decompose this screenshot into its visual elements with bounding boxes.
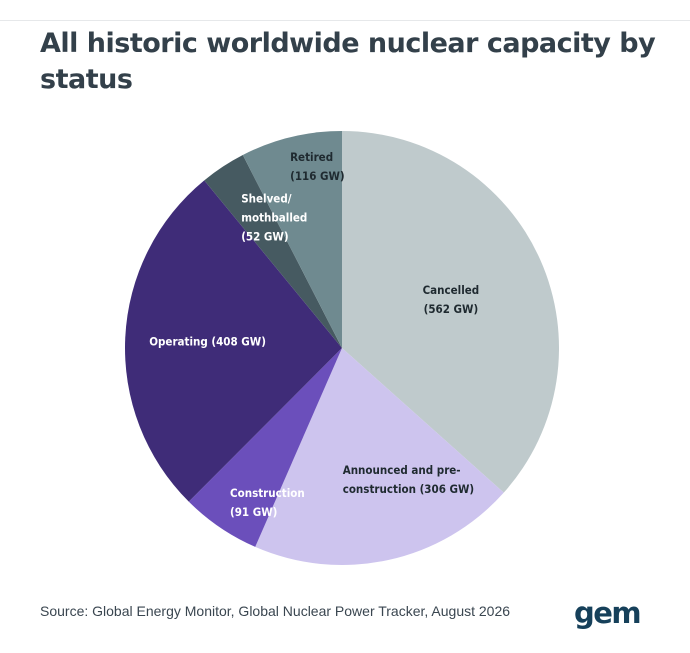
slice-label-announced-and-pre-construction: construction (306 GW)	[343, 482, 474, 496]
pie-slice-cancelled	[342, 131, 560, 493]
slice-label-construction: (91 GW)	[230, 505, 277, 519]
pie-slice-operating	[124, 180, 342, 502]
pie-slice-retired	[242, 131, 342, 348]
pie-slice-announced-and-pre-construction	[255, 348, 504, 566]
top-divider	[0, 0, 690, 21]
slice-label-announced-and-pre-construction: Announced and pre-	[343, 463, 461, 477]
slice-label-retired: Retired	[290, 150, 333, 164]
slice-label-retired: (116 GW)	[290, 169, 345, 183]
slice-label-operating: Operating (408 GW)	[149, 335, 266, 349]
slice-label-shelved-mothballed: (52 GW)	[241, 229, 288, 243]
slice-label-shelved-mothballed: mothballed	[241, 210, 307, 224]
slice-label-construction: Construction	[230, 486, 305, 500]
slice-label-cancelled: (562 GW)	[424, 302, 479, 316]
pie-slice-shelved-mothballed	[204, 155, 342, 348]
source-note: Source: Global Energy Monitor, Global Nu…	[40, 603, 511, 619]
pie-slice-construction	[188, 348, 342, 547]
slice-label-shelved-mothballed: Shelved/	[241, 191, 292, 205]
pie-labels: Cancelled (562 GW) Announced and pre-const…	[149, 150, 479, 519]
gem-logo: gem	[574, 596, 642, 630]
pie-slices	[124, 131, 560, 566]
slice-label-cancelled: Cancelled	[423, 283, 480, 297]
chart-title: All historic worldwide nuclear capacity …	[40, 28, 656, 95]
